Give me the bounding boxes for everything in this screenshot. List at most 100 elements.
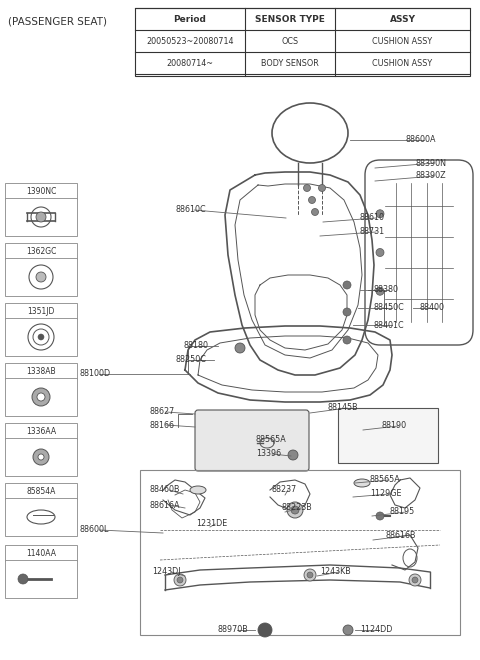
- Text: 1231DE: 1231DE: [196, 519, 227, 529]
- Text: 88627: 88627: [150, 407, 175, 416]
- Circle shape: [291, 506, 299, 514]
- Bar: [5, 438, 77, 476]
- Bar: [5, 243, 77, 259]
- Text: CUSHION ASSY: CUSHION ASSY: [372, 36, 432, 46]
- Circle shape: [38, 334, 44, 340]
- Text: 20080714~: 20080714~: [167, 59, 214, 67]
- Text: 88180: 88180: [183, 341, 208, 350]
- Text: 1129GE: 1129GE: [370, 490, 401, 498]
- Circle shape: [38, 454, 44, 460]
- Bar: [5, 378, 77, 416]
- Text: 88390Z: 88390Z: [415, 172, 445, 180]
- Text: 88616A: 88616A: [150, 500, 180, 510]
- Circle shape: [343, 336, 351, 344]
- Circle shape: [409, 574, 421, 586]
- Circle shape: [33, 449, 49, 465]
- Ellipse shape: [354, 479, 370, 487]
- Bar: [5, 183, 77, 199]
- Circle shape: [258, 623, 272, 637]
- Text: 88380: 88380: [373, 286, 398, 294]
- Circle shape: [376, 249, 384, 257]
- Text: 88450C: 88450C: [373, 304, 404, 312]
- Circle shape: [36, 212, 46, 222]
- Circle shape: [303, 185, 311, 191]
- Bar: [5, 258, 77, 296]
- Circle shape: [174, 574, 186, 586]
- Text: 1362GC: 1362GC: [26, 246, 56, 255]
- Text: 20050523~20080714: 20050523~20080714: [146, 36, 234, 46]
- Circle shape: [309, 197, 315, 203]
- Text: 88195: 88195: [390, 508, 415, 517]
- Text: 1390NC: 1390NC: [26, 187, 56, 195]
- Text: 1243DJ: 1243DJ: [152, 568, 180, 576]
- Circle shape: [177, 577, 183, 583]
- Text: BODY SENSOR: BODY SENSOR: [261, 59, 319, 67]
- Text: 85854A: 85854A: [26, 486, 56, 496]
- Circle shape: [235, 343, 245, 353]
- Text: 88166: 88166: [150, 420, 175, 430]
- Circle shape: [376, 512, 384, 520]
- Bar: [5, 303, 77, 319]
- Text: 88610: 88610: [360, 213, 385, 222]
- Circle shape: [37, 393, 45, 401]
- Text: 1243KB: 1243KB: [320, 568, 351, 576]
- Text: 13396: 13396: [256, 449, 281, 459]
- Text: 88100D: 88100D: [80, 370, 111, 378]
- Bar: [5, 498, 77, 536]
- Text: 1351JD: 1351JD: [27, 306, 55, 315]
- Text: CUSHION ASSY: CUSHION ASSY: [372, 59, 432, 67]
- Text: 88190: 88190: [382, 422, 407, 430]
- FancyBboxPatch shape: [195, 410, 309, 471]
- Text: 88600A: 88600A: [405, 135, 435, 145]
- Circle shape: [343, 281, 351, 289]
- Text: 88223B: 88223B: [282, 504, 313, 513]
- Circle shape: [18, 574, 28, 584]
- Circle shape: [343, 308, 351, 316]
- Bar: [5, 423, 77, 439]
- Circle shape: [304, 569, 316, 581]
- Circle shape: [376, 287, 384, 295]
- Text: 1338AB: 1338AB: [26, 366, 56, 376]
- Circle shape: [376, 210, 384, 218]
- Circle shape: [287, 502, 303, 518]
- Circle shape: [343, 625, 353, 635]
- Bar: [5, 198, 77, 236]
- Bar: [338, 408, 438, 463]
- Circle shape: [288, 450, 298, 460]
- Text: 1336AA: 1336AA: [26, 426, 56, 436]
- Text: ASSY: ASSY: [389, 15, 416, 24]
- Text: 88250C: 88250C: [176, 356, 207, 364]
- Text: 88401C: 88401C: [373, 321, 404, 329]
- Text: 88616B: 88616B: [385, 531, 416, 541]
- Bar: [5, 545, 77, 561]
- Text: 1140AA: 1140AA: [26, 548, 56, 558]
- Text: 88731: 88731: [360, 228, 385, 236]
- Text: SENSOR TYPE: SENSOR TYPE: [255, 15, 325, 24]
- Text: 1124DD: 1124DD: [360, 626, 392, 634]
- FancyBboxPatch shape: [365, 160, 473, 345]
- Bar: [135, 8, 470, 76]
- Bar: [5, 483, 77, 499]
- Text: 88390N: 88390N: [415, 158, 446, 168]
- Circle shape: [36, 272, 46, 282]
- Text: 88610C: 88610C: [175, 205, 205, 214]
- Bar: [5, 560, 77, 598]
- Text: 88600L: 88600L: [80, 525, 109, 535]
- Circle shape: [319, 185, 325, 191]
- Circle shape: [412, 577, 418, 583]
- Ellipse shape: [190, 486, 206, 494]
- Bar: [140, 470, 460, 635]
- Text: 88460B: 88460B: [150, 486, 180, 494]
- Text: 88145B: 88145B: [328, 403, 359, 412]
- Text: (PASSENGER SEAT): (PASSENGER SEAT): [8, 17, 107, 27]
- Circle shape: [32, 388, 50, 406]
- Text: Period: Period: [174, 15, 206, 24]
- Text: 88565A: 88565A: [256, 436, 287, 444]
- Text: OCS: OCS: [281, 36, 299, 46]
- Bar: [5, 318, 77, 356]
- Text: 88400: 88400: [420, 304, 445, 312]
- Text: 88237: 88237: [272, 486, 297, 494]
- Text: 88565A: 88565A: [370, 475, 401, 484]
- Bar: [5, 363, 77, 379]
- Circle shape: [307, 572, 313, 578]
